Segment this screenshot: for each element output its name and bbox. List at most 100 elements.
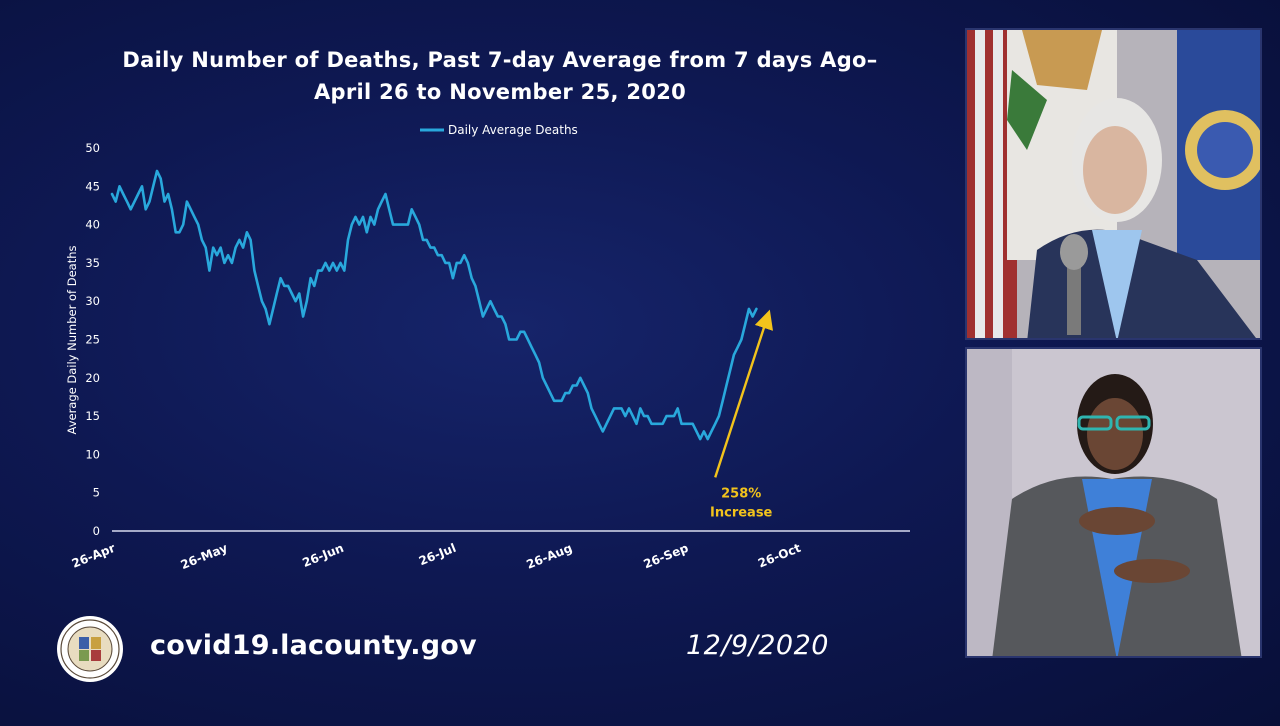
data-point xyxy=(227,254,230,257)
data-point xyxy=(305,300,308,303)
data-point xyxy=(680,422,683,425)
data-point xyxy=(264,308,267,310)
data-point xyxy=(148,200,151,203)
data-point xyxy=(403,223,406,226)
data-point xyxy=(688,422,690,425)
data-point xyxy=(212,246,215,249)
data-point xyxy=(354,216,357,218)
y-tick-label: 35 xyxy=(85,256,100,270)
data-point xyxy=(290,292,293,295)
data-point xyxy=(234,246,237,249)
x-tick-label: 26-Sep xyxy=(641,541,690,572)
data-point xyxy=(395,223,398,226)
data-point xyxy=(141,185,143,188)
data-point xyxy=(534,353,537,356)
data-point xyxy=(182,223,185,226)
footer-date: 12/9/2020 xyxy=(686,630,829,661)
data-point xyxy=(414,216,417,218)
data-point xyxy=(598,422,600,425)
data-point xyxy=(601,430,604,433)
interpreter-video-feed xyxy=(965,347,1262,658)
data-point xyxy=(253,269,256,272)
data-point xyxy=(594,415,597,417)
data-point xyxy=(317,269,319,272)
data-point xyxy=(658,422,660,425)
data-point xyxy=(721,399,724,402)
data-point xyxy=(313,285,316,287)
y-tick-label: 15 xyxy=(85,409,100,423)
data-point xyxy=(620,407,623,410)
data-point xyxy=(373,223,376,226)
x-tick-label: 26-Jun xyxy=(300,541,345,570)
data-point xyxy=(616,407,619,410)
data-point xyxy=(733,353,735,356)
data-point xyxy=(111,193,113,195)
data-point xyxy=(639,407,642,410)
data-point xyxy=(470,277,473,280)
data-point xyxy=(556,399,559,402)
data-point xyxy=(231,262,233,264)
data-point xyxy=(669,415,672,417)
data-point xyxy=(332,262,334,264)
footer-website[interactable]: covid19.lacounty.gov xyxy=(150,630,477,661)
data-point xyxy=(703,430,705,433)
data-point xyxy=(489,300,492,303)
data-point xyxy=(324,262,327,264)
data-point xyxy=(628,407,630,410)
data-point xyxy=(118,185,121,188)
data-point xyxy=(362,216,364,218)
y-tick-label: 10 xyxy=(85,447,100,461)
data-point xyxy=(279,277,282,280)
y-tick-label: 30 xyxy=(85,294,100,308)
data-point xyxy=(474,285,477,287)
county-seal-icon xyxy=(57,616,123,682)
data-point xyxy=(339,262,342,264)
data-point xyxy=(748,308,750,310)
data-point xyxy=(133,200,136,203)
data-point xyxy=(137,193,140,195)
data-point xyxy=(729,369,732,371)
data-point xyxy=(673,415,675,417)
data-point xyxy=(553,399,555,402)
data-point xyxy=(429,246,432,249)
data-point xyxy=(485,308,488,310)
data-point xyxy=(564,392,567,394)
data-point xyxy=(440,254,443,257)
data-point xyxy=(586,392,589,394)
data-point xyxy=(219,246,222,249)
data-point xyxy=(287,285,289,287)
data-point xyxy=(714,422,717,425)
x-tick-label: 26-Jul xyxy=(417,541,458,569)
data-point xyxy=(519,330,522,333)
data-point xyxy=(156,170,158,172)
data-point xyxy=(646,415,649,417)
data-point xyxy=(605,422,608,425)
data-point xyxy=(575,384,578,387)
data-point xyxy=(249,239,252,241)
data-point xyxy=(223,262,226,264)
data-point xyxy=(275,292,278,295)
data-point xyxy=(144,208,147,211)
y-tick-label: 45 xyxy=(85,179,100,193)
data-point xyxy=(523,330,525,333)
data-point xyxy=(283,285,286,287)
data-point xyxy=(508,338,510,341)
data-point xyxy=(650,422,653,425)
data-point xyxy=(380,200,383,203)
data-point xyxy=(549,392,552,394)
data-point xyxy=(302,315,304,318)
data-point xyxy=(246,231,248,234)
data-point xyxy=(437,254,439,257)
y-tick-label: 5 xyxy=(93,486,100,500)
data-point xyxy=(624,415,627,417)
data-point xyxy=(613,407,615,410)
data-point xyxy=(242,246,245,249)
x-tick-label: 26-Apr xyxy=(70,541,117,571)
data-point xyxy=(272,308,274,310)
data-point xyxy=(699,438,702,440)
data-point xyxy=(298,292,301,295)
data-point xyxy=(294,300,297,303)
data-point xyxy=(350,223,353,226)
data-point xyxy=(478,300,481,303)
data-point xyxy=(497,315,499,318)
